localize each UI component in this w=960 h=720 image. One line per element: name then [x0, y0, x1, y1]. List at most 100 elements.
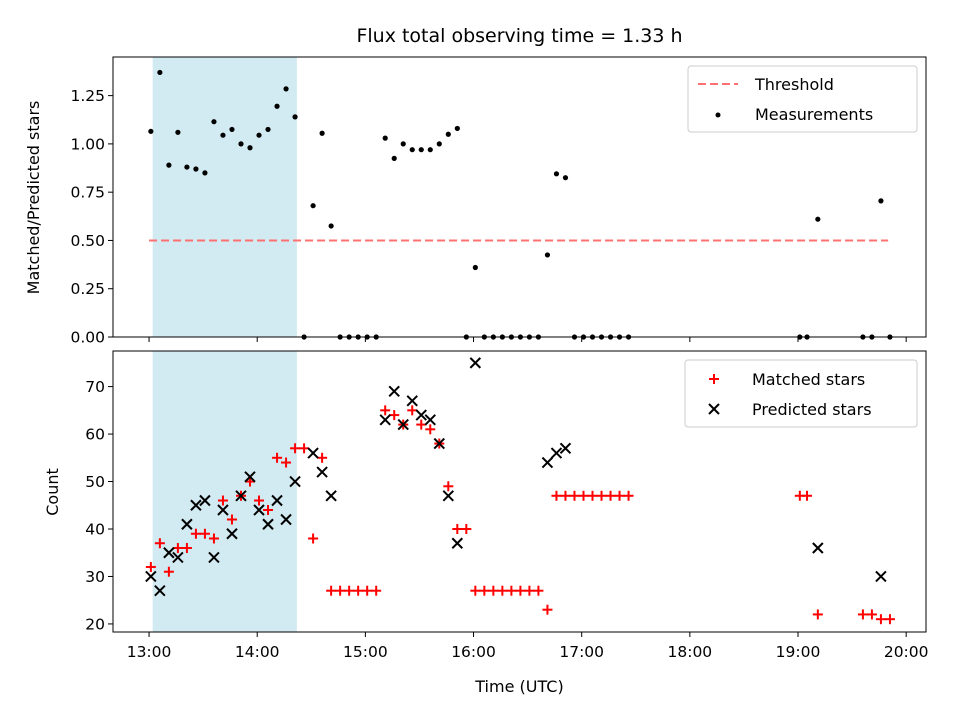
x-tick-label: 18:00 [668, 643, 713, 661]
bottom-legend-box [684, 359, 918, 428]
legend-threshold-label: Threshold [754, 75, 834, 94]
matched-point [299, 443, 310, 454]
predicted-point [812, 542, 824, 554]
top-panel: 0.00 0.25 0.50 0.75 1.00 1.25 Threshold Measu… [70, 56, 927, 347]
predicted-point [208, 551, 220, 564]
predicted-point [217, 504, 229, 516]
matched-point [226, 514, 237, 525]
y-tick-label: 30 [85, 568, 105, 586]
legend-measurements-label: Measurements [755, 105, 873, 124]
top-shaded-region [152, 57, 297, 337]
matched-point [542, 604, 553, 615]
x-tick-label: 16:00 [451, 643, 496, 661]
predicted-point [424, 414, 436, 426]
predicted-point [190, 499, 202, 511]
measurement-point [472, 264, 478, 271]
top-y-ticks: 0.00 0.25 0.50 0.75 1.00 1.25 [70, 87, 113, 347]
measurement-point [274, 103, 280, 109]
predicted-point [163, 547, 175, 559]
measurement-point [211, 119, 217, 125]
y-tick-label: 0.75 [70, 184, 105, 202]
y-tick-label: 1.00 [70, 135, 105, 153]
predicted-point [253, 504, 265, 516]
x-tick-label: 15:00 [343, 643, 388, 661]
measurement-point [382, 135, 388, 141]
measurement-point [193, 166, 199, 172]
bottom-plot-frame [112, 350, 927, 633]
measurement-point [202, 170, 208, 176]
predicted-point [271, 494, 283, 507]
legend-predicted-label: Predicted stars [752, 400, 872, 419]
matched-point [884, 614, 895, 625]
matched-point [281, 457, 292, 468]
measurement-point [184, 164, 190, 170]
x-tick-label: 14:00 [235, 643, 280, 661]
predicted-point [325, 490, 337, 502]
measurement-point [409, 147, 415, 153]
x-axis-label: Time (UTC) [474, 677, 563, 696]
matched-point [190, 528, 201, 539]
predicted-point [451, 537, 464, 549]
matched-point [488, 585, 499, 596]
matched-point [560, 490, 571, 501]
matched-point [254, 495, 265, 506]
matched-point [569, 490, 580, 501]
measurement-point [427, 147, 433, 153]
matched-point [326, 585, 337, 596]
matched-point [461, 523, 472, 534]
matched-point [362, 585, 373, 596]
measurement-point [319, 130, 325, 136]
measurement-point [562, 175, 569, 181]
matched-point [470, 585, 481, 596]
matched-point [344, 585, 355, 596]
chart-title: Flux total observing time = 1.33 h [356, 25, 682, 47]
measurement-point [391, 155, 397, 161]
predicted-point [181, 518, 193, 530]
y-tick-label: 20 [85, 615, 105, 633]
measurement-point [418, 147, 424, 153]
predicted-point [559, 442, 572, 455]
matched-point [524, 585, 535, 596]
predicted-point [406, 395, 418, 407]
matched-legend-swatch [709, 374, 719, 384]
matched-point [443, 481, 454, 492]
y-tick-label: 40 [85, 520, 105, 538]
predicted-point [442, 490, 455, 502]
matched-point [172, 542, 183, 553]
matched-point [353, 585, 364, 596]
x-tick-label: 20:00 [884, 643, 929, 661]
predicted-point [433, 437, 445, 450]
matched-point [335, 585, 346, 596]
predicted-point [244, 471, 256, 483]
predicted-point [415, 409, 427, 421]
predicted-point [388, 385, 400, 398]
matched-point [479, 585, 490, 596]
matched-point [389, 410, 400, 421]
matched-point [208, 533, 219, 544]
matched-point [515, 585, 526, 596]
predicted-point [145, 570, 157, 583]
predicted-legend-swatch [708, 403, 720, 415]
measurement-point [400, 141, 406, 147]
predicted-point [235, 490, 247, 502]
matched-point [875, 614, 886, 625]
matched-point [857, 609, 868, 620]
legend-matched-label: Matched stars [752, 370, 865, 389]
bottom-shaded-region [152, 351, 297, 632]
predicted-point [226, 528, 238, 540]
predicted-point [469, 357, 482, 369]
measurement-point [283, 86, 289, 92]
matched-point [812, 609, 823, 620]
bottom-y-axis-label: Count [43, 468, 62, 516]
matched-point [506, 585, 517, 596]
measurement-point [148, 128, 154, 134]
measurement-point [157, 69, 163, 76]
measurement-point [175, 129, 181, 135]
predicted-point [262, 518, 274, 530]
matched-point [497, 585, 508, 596]
measurement-point [265, 126, 271, 133]
measurement-point [247, 145, 253, 151]
matched-point [802, 490, 813, 501]
measurement-point [445, 131, 451, 137]
predicted-point [397, 418, 409, 431]
